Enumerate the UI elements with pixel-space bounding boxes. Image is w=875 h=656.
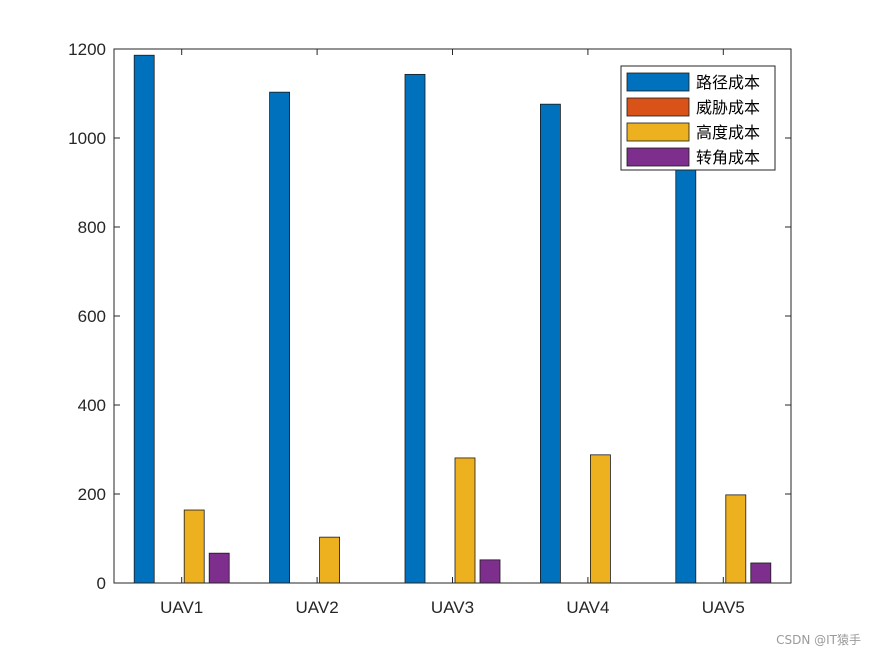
y-tick-label: 1200 (68, 40, 106, 59)
bar-uav3-series-1 (404, 73, 426, 584)
bar-uav1-series-1 (133, 54, 155, 584)
bar-uav3-series-4 (479, 559, 501, 584)
bar-uav1-series-3 (183, 509, 205, 584)
bar-uav2-series-3 (319, 536, 341, 584)
legend-label-3: 高度成本 (696, 123, 760, 142)
bar-uav2-series-1 (269, 91, 291, 584)
y-tick-label: 200 (78, 485, 106, 504)
bar-uav1-series-4 (208, 552, 230, 584)
legend-swatch-4 (626, 147, 690, 167)
bar-uav4-series-1 (540, 103, 561, 584)
x-tick-label-uav2: UAV2 (296, 598, 339, 617)
y-axis: 0 200 400 600 800 1000 1200 (68, 40, 791, 593)
x-tick-label-uav4: UAV4 (566, 598, 609, 617)
bar-uav5-series-4 (750, 562, 772, 584)
y-tick-label: 0 (97, 574, 106, 593)
legend-swatch-3 (626, 122, 690, 142)
x-tick-label-uav3: UAV3 (431, 598, 474, 617)
legend-label-4: 转角成本 (696, 148, 760, 167)
bar-uav3-series-3 (454, 457, 476, 584)
watermark: CSDN @IT猿手 (776, 633, 861, 647)
legend-swatch-1 (626, 72, 690, 92)
y-tick-label: 1000 (68, 129, 106, 148)
legend-label-1: 路径成本 (696, 73, 760, 92)
x-tick-label-uav5: UAV5 (702, 598, 745, 617)
legend-label-2: 威胁成本 (696, 98, 760, 117)
y-tick-label: 400 (78, 396, 106, 415)
legend-swatch-2 (626, 97, 690, 117)
bars-group (133, 54, 772, 584)
y-tick-label: 600 (78, 307, 106, 326)
x-tick-label-uav1: UAV1 (160, 598, 203, 617)
x-axis: UAV1 UAV2 UAV3 UAV4 UAV5 (160, 49, 745, 617)
bar-uav5-series-3 (725, 494, 747, 584)
y-tick-label: 800 (78, 218, 106, 237)
bar-uav4-series-3 (590, 454, 611, 584)
